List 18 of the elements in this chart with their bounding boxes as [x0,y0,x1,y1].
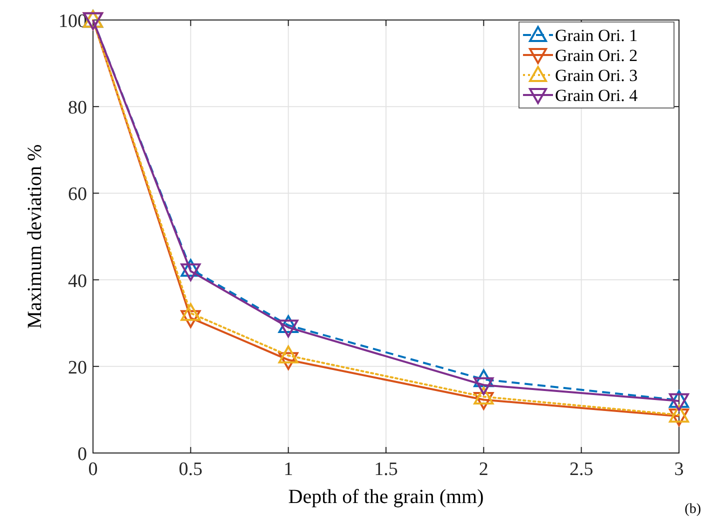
y-tick-label: 0 [78,444,87,465]
y-axis-title: Maximum deviation % [24,144,46,329]
y-tick-label: 60 [68,184,87,206]
y-tick-label: 20 [68,357,87,378]
legend-label: Grain Ori. 3 [555,66,638,85]
x-tick-label: 3 [674,459,684,480]
legend-label: Grain Ori. 4 [555,86,638,105]
legend-label: Grain Ori. 1 [555,26,638,45]
x-tick-label: 2.5 [569,459,594,480]
y-tick-label: 40 [68,270,87,292]
x-tick-label: 2 [478,459,488,480]
x-tick-label: 0.5 [178,459,203,480]
x-tick-label: 1.5 [374,459,398,480]
legend-label: Grain Ori. 2 [555,46,638,65]
x-tick-label: 1 [284,459,294,480]
text: (b) [684,502,702,517]
y-tick-label: 80 [68,98,87,119]
x-axis-title: Depth of the grain (mm) [288,486,484,508]
